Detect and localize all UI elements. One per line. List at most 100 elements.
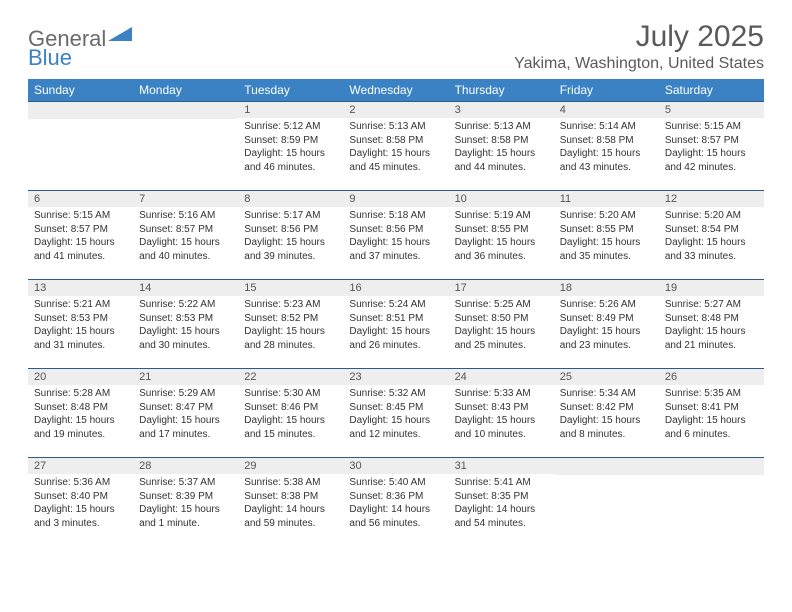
daylight-text-2: and 10 minutes. [455,428,548,442]
day-cell: 17Sunrise: 5:25 AMSunset: 8:50 PMDayligh… [449,280,554,369]
daylight-text-1: Daylight: 15 hours [560,325,653,339]
day-number: 15 [238,280,343,296]
daylight-text-1: Daylight: 15 hours [455,325,548,339]
sunset-text: Sunset: 8:35 PM [455,490,548,504]
daylight-text-1: Daylight: 15 hours [560,147,653,161]
calendar-row: 20Sunrise: 5:28 AMSunset: 8:48 PMDayligh… [28,369,764,458]
day-cell: 13Sunrise: 5:21 AMSunset: 8:53 PMDayligh… [28,280,133,369]
sunset-text: Sunset: 8:40 PM [34,490,127,504]
day-details: Sunrise: 5:21 AMSunset: 8:53 PMDaylight:… [28,296,133,356]
weekday-header: Friday [554,79,659,102]
calendar-table: Sunday Monday Tuesday Wednesday Thursday… [28,79,764,546]
day-details: Sunrise: 5:18 AMSunset: 8:56 PMDaylight:… [343,207,448,267]
empty-day-band [659,458,764,475]
day-details: Sunrise: 5:36 AMSunset: 8:40 PMDaylight:… [28,474,133,534]
weekday-header: Sunday [28,79,133,102]
calendar-row: 1Sunrise: 5:12 AMSunset: 8:59 PMDaylight… [28,102,764,191]
day-number: 6 [28,191,133,207]
day-number: 14 [133,280,238,296]
sunset-text: Sunset: 8:57 PM [665,134,758,148]
daylight-text-2: and 19 minutes. [34,428,127,442]
daylight-text-2: and 40 minutes. [139,250,232,264]
daylight-text-1: Daylight: 15 hours [139,414,232,428]
sunrise-text: Sunrise: 5:27 AM [665,298,758,312]
daylight-text-2: and 42 minutes. [665,161,758,175]
sunrise-text: Sunrise: 5:22 AM [139,298,232,312]
sunrise-text: Sunrise: 5:14 AM [560,120,653,134]
day-cell: 26Sunrise: 5:35 AMSunset: 8:41 PMDayligh… [659,369,764,458]
day-cell: 2Sunrise: 5:13 AMSunset: 8:58 PMDaylight… [343,102,448,191]
day-number: 31 [449,458,554,474]
day-cell: 27Sunrise: 5:36 AMSunset: 8:40 PMDayligh… [28,458,133,547]
sunset-text: Sunset: 8:50 PM [455,312,548,326]
sunset-text: Sunset: 8:56 PM [349,223,442,237]
sunrise-text: Sunrise: 5:23 AM [244,298,337,312]
day-details: Sunrise: 5:28 AMSunset: 8:48 PMDaylight:… [28,385,133,445]
sunrise-text: Sunrise: 5:35 AM [665,387,758,401]
daylight-text-2: and 25 minutes. [455,339,548,353]
sunset-text: Sunset: 8:58 PM [349,134,442,148]
sunset-text: Sunset: 8:53 PM [34,312,127,326]
day-details: Sunrise: 5:15 AMSunset: 8:57 PMDaylight:… [28,207,133,267]
day-number: 22 [238,369,343,385]
daylight-text-1: Daylight: 15 hours [665,236,758,250]
sunrise-text: Sunrise: 5:29 AM [139,387,232,401]
weekday-header: Thursday [449,79,554,102]
daylight-text-2: and 1 minute. [139,517,232,531]
day-cell: 8Sunrise: 5:17 AMSunset: 8:56 PMDaylight… [238,191,343,280]
sunset-text: Sunset: 8:56 PM [244,223,337,237]
sunrise-text: Sunrise: 5:13 AM [349,120,442,134]
weekday-header: Saturday [659,79,764,102]
sunset-text: Sunset: 8:53 PM [139,312,232,326]
sunset-text: Sunset: 8:52 PM [244,312,337,326]
sunrise-text: Sunrise: 5:17 AM [244,209,337,223]
day-cell: 28Sunrise: 5:37 AMSunset: 8:39 PMDayligh… [133,458,238,547]
weekday-header: Tuesday [238,79,343,102]
daylight-text-1: Daylight: 15 hours [139,503,232,517]
daylight-text-2: and 17 minutes. [139,428,232,442]
daylight-text-1: Daylight: 15 hours [349,147,442,161]
sunset-text: Sunset: 8:55 PM [560,223,653,237]
day-cell: 11Sunrise: 5:20 AMSunset: 8:55 PMDayligh… [554,191,659,280]
daylight-text-2: and 12 minutes. [349,428,442,442]
brand-triangle-icon [108,23,132,46]
calendar-row: 27Sunrise: 5:36 AMSunset: 8:40 PMDayligh… [28,458,764,547]
daylight-text-1: Daylight: 15 hours [139,236,232,250]
daylight-text-1: Daylight: 15 hours [455,414,548,428]
sunrise-text: Sunrise: 5:28 AM [34,387,127,401]
daylight-text-1: Daylight: 15 hours [244,414,337,428]
daylight-text-2: and 33 minutes. [665,250,758,264]
daylight-text-2: and 56 minutes. [349,517,442,531]
day-details: Sunrise: 5:27 AMSunset: 8:48 PMDaylight:… [659,296,764,356]
sunset-text: Sunset: 8:42 PM [560,401,653,415]
day-cell: 21Sunrise: 5:29 AMSunset: 8:47 PMDayligh… [133,369,238,458]
sunset-text: Sunset: 8:48 PM [665,312,758,326]
sunrise-text: Sunrise: 5:40 AM [349,476,442,490]
day-cell: 9Sunrise: 5:18 AMSunset: 8:56 PMDaylight… [343,191,448,280]
day-number: 25 [554,369,659,385]
sunrise-text: Sunrise: 5:18 AM [349,209,442,223]
weekday-header-row: Sunday Monday Tuesday Wednesday Thursday… [28,79,764,102]
day-details: Sunrise: 5:24 AMSunset: 8:51 PMDaylight:… [343,296,448,356]
daylight-text-1: Daylight: 15 hours [244,147,337,161]
day-details: Sunrise: 5:33 AMSunset: 8:43 PMDaylight:… [449,385,554,445]
daylight-text-2: and 15 minutes. [244,428,337,442]
day-number: 13 [28,280,133,296]
day-details: Sunrise: 5:41 AMSunset: 8:35 PMDaylight:… [449,474,554,534]
daylight-text-2: and 28 minutes. [244,339,337,353]
daylight-text-2: and 26 minutes. [349,339,442,353]
day-cell: 18Sunrise: 5:26 AMSunset: 8:49 PMDayligh… [554,280,659,369]
daylight-text-1: Daylight: 15 hours [349,325,442,339]
day-number: 7 [133,191,238,207]
day-cell: 31Sunrise: 5:41 AMSunset: 8:35 PMDayligh… [449,458,554,547]
day-cell: 1Sunrise: 5:12 AMSunset: 8:59 PMDaylight… [238,102,343,191]
day-number: 20 [28,369,133,385]
sunrise-text: Sunrise: 5:25 AM [455,298,548,312]
daylight-text-2: and 30 minutes. [139,339,232,353]
sunset-text: Sunset: 8:58 PM [560,134,653,148]
location-text: Yakima, Washington, United States [514,55,764,73]
daylight-text-1: Daylight: 15 hours [34,503,127,517]
sunrise-text: Sunrise: 5:19 AM [455,209,548,223]
day-details: Sunrise: 5:19 AMSunset: 8:55 PMDaylight:… [449,207,554,267]
sunset-text: Sunset: 8:59 PM [244,134,337,148]
